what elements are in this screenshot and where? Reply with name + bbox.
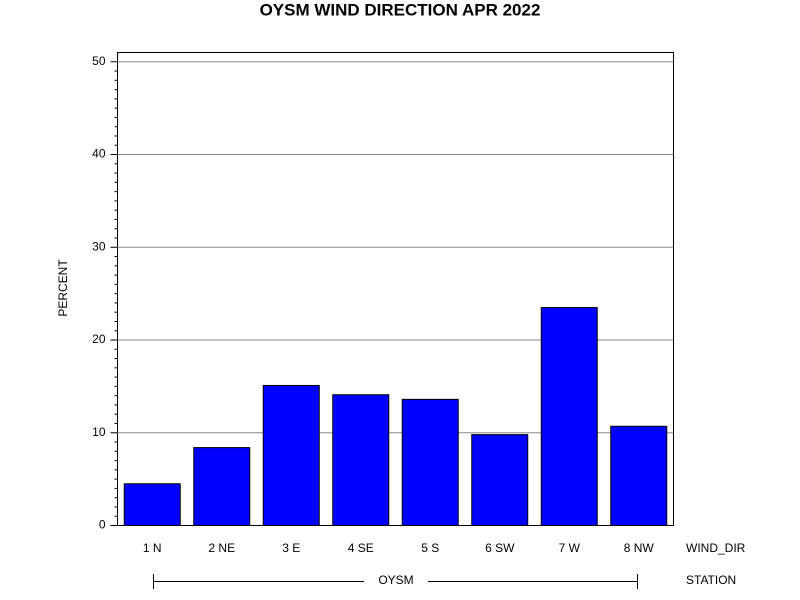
chart-title: OYSM WIND DIRECTION APR 2022 xyxy=(260,0,541,19)
bar xyxy=(332,394,390,526)
bar xyxy=(401,398,459,526)
group-label: OYSM xyxy=(378,573,413,587)
x-tick-label: 5 S xyxy=(421,541,439,555)
x-tick-label: 6 SW xyxy=(485,541,515,555)
y-tick-label: 30 xyxy=(92,239,106,253)
plot-frame xyxy=(117,52,674,526)
bar xyxy=(123,483,181,527)
bar xyxy=(471,434,529,526)
y-axis-label: PERCENT xyxy=(56,259,70,317)
x-tick-label: 8 NW xyxy=(624,541,655,555)
x-tick-label: 2 NE xyxy=(208,541,235,555)
bar xyxy=(540,307,598,526)
x-tick-label: 1 N xyxy=(143,541,162,555)
bar xyxy=(262,384,320,526)
y-tick-label: 0 xyxy=(99,518,106,532)
y-tick-label: 40 xyxy=(92,147,106,161)
y-tick-label: 10 xyxy=(92,425,106,439)
bar xyxy=(610,425,668,527)
y-tick-label: 50 xyxy=(92,54,106,68)
bar xyxy=(193,447,251,526)
x-tick-label: 7 W xyxy=(559,541,581,555)
group-bracket xyxy=(153,574,638,589)
x-axis-label: WIND_DIR xyxy=(686,541,746,555)
group-axis-label: STATION xyxy=(686,573,736,587)
x-tick-label: 4 SE xyxy=(348,541,374,555)
y-tick-label: 20 xyxy=(92,332,106,346)
x-tick-label: 3 E xyxy=(282,541,300,555)
